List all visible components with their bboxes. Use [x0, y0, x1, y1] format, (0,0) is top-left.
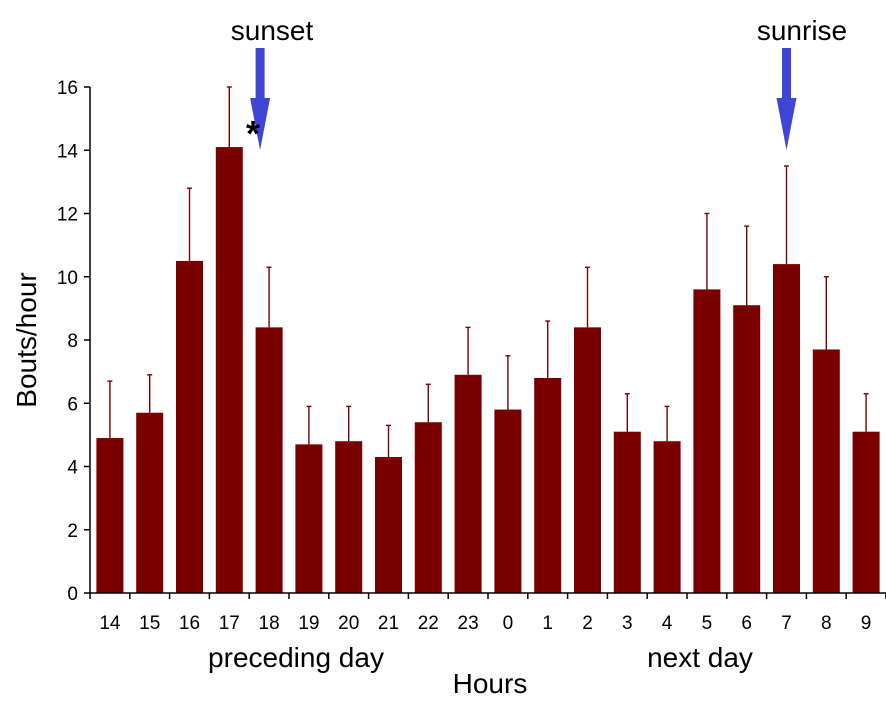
bar-16 [176, 260, 203, 593]
event-arrow-head-sunrise [776, 98, 797, 150]
x-tick-label-21: 21 [378, 613, 399, 634]
bar-15 [136, 412, 164, 593]
y-tick-label-16: 16 [57, 78, 78, 99]
event-layer [250, 48, 797, 150]
bar-22 [414, 422, 442, 593]
y-tick-label-2: 2 [67, 521, 78, 542]
event-arrow-head-sunset [250, 98, 271, 150]
bar-1 [534, 377, 562, 593]
x-tick-label-5: 5 [702, 613, 713, 634]
y-axis-title: Bouts/hour [11, 272, 42, 407]
x-tick-label-4: 4 [662, 613, 673, 634]
bar-17 [215, 147, 243, 593]
x-tick-label-20: 20 [338, 613, 359, 634]
x-tick-label-22: 22 [418, 613, 439, 634]
bar-8 [812, 349, 840, 593]
x-tick-label-2: 2 [582, 613, 593, 634]
x-tick-label-23: 23 [458, 613, 479, 634]
y-tick-label-8: 8 [67, 331, 78, 352]
bar-18 [255, 327, 283, 593]
event-arrow-shaft-sunrise [782, 48, 791, 99]
bar-3 [613, 431, 641, 593]
x-tick-label-17: 17 [219, 613, 240, 634]
x-tick-label-19: 19 [298, 613, 319, 634]
x-tick-label-18: 18 [259, 613, 280, 634]
bar-layer [96, 147, 880, 593]
bar-14 [96, 438, 124, 593]
bar-23 [454, 374, 482, 593]
bar-0 [494, 409, 522, 593]
y-tick-label-6: 6 [67, 394, 78, 415]
y-tick-label-14: 14 [57, 141, 79, 162]
bar-2 [574, 327, 601, 593]
error-bar-layer [107, 86, 869, 458]
group-label-preceding-day: preceding day [208, 642, 384, 673]
bar-20 [335, 441, 363, 593]
event-arrow-shaft-sunset [255, 48, 265, 99]
event-label-sunrise: sunrise [757, 15, 847, 46]
x-tick-label-8: 8 [821, 613, 832, 634]
y-tick-label-10: 10 [57, 268, 78, 289]
bar-7 [773, 264, 800, 593]
bar-19 [295, 444, 323, 593]
x-tick-label-6: 6 [741, 613, 752, 634]
event-label-sunset: sunset [231, 15, 314, 46]
y-tick-label-12: 12 [57, 205, 78, 226]
x-tick-label-9: 9 [861, 613, 872, 634]
x-tick-label-1: 1 [542, 613, 553, 634]
bar-6 [733, 305, 761, 593]
bar-5 [693, 289, 721, 593]
bar-4 [653, 441, 681, 593]
bar-21 [375, 457, 402, 593]
x-tick-label-0: 0 [503, 613, 514, 634]
y-tick-label-0: 0 [67, 584, 78, 605]
x-tick-label-15: 15 [139, 613, 160, 634]
y-tick-label-4: 4 [67, 458, 78, 479]
bar-9 [852, 431, 880, 593]
x-tick-label-7: 7 [781, 613, 792, 634]
x-tick-label-3: 3 [622, 613, 633, 634]
x-tick-label-14: 14 [99, 613, 121, 634]
x-axis-title: Hours [453, 668, 528, 699]
axes-layer [84, 86, 886, 599]
group-label-next-day: next day [647, 642, 753, 673]
x-tick-label-16: 16 [179, 613, 200, 634]
significance-marker: * [246, 113, 260, 154]
